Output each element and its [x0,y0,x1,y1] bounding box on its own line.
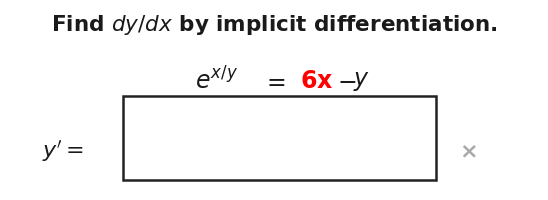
Text: $y$: $y$ [353,69,370,93]
Text: $e^{x/y}$: $e^{x/y}$ [196,67,238,95]
Text: ×: × [459,141,478,161]
Text: $\mathbf{6x}$: $\mathbf{6x}$ [300,69,334,93]
Text: Find $\mathit{dy/dx}$ by implicit differentiation.: Find $\mathit{dy/dx}$ by implicit differ… [50,13,498,37]
FancyBboxPatch shape [123,96,436,180]
Text: $=$: $=$ [262,69,286,93]
Text: $y' =$: $y' =$ [42,138,84,164]
Text: $-$: $-$ [337,69,356,93]
